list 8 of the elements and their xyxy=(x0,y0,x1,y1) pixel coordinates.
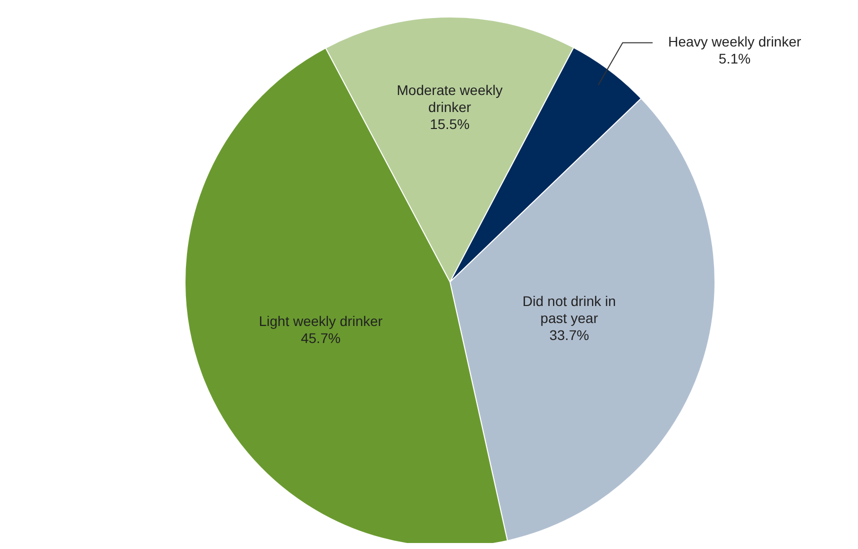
slice-label: Moderate weekly drinker xyxy=(396,82,503,116)
data-label: 15.5% xyxy=(430,116,470,132)
slice-label: Heavy weekly drinker xyxy=(668,34,802,50)
slice-label: Did not drink in past year xyxy=(522,293,616,326)
data-label: 5.1% xyxy=(718,50,751,67)
slice-label: Light weekly drinker xyxy=(258,313,383,330)
data-label: 33.7% xyxy=(549,327,590,344)
data-label: 45.7% xyxy=(300,330,341,346)
